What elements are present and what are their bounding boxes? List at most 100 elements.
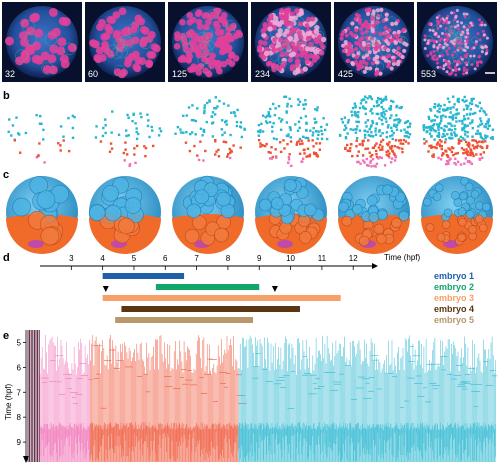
cell-blob bbox=[366, 195, 378, 206]
nucleus-marker bbox=[472, 154, 475, 158]
nucleus-marker bbox=[372, 105, 376, 108]
nucleus-dot bbox=[225, 58, 233, 65]
nucleus-marker bbox=[472, 112, 475, 116]
cell-blob bbox=[466, 196, 475, 205]
nucleus-marker bbox=[441, 114, 445, 117]
nucleus-marker bbox=[361, 106, 365, 109]
nucleus-marker bbox=[345, 143, 349, 147]
membrane-outline bbox=[280, 43, 290, 53]
nucleus-dot bbox=[444, 39, 448, 43]
nucleus-dot bbox=[465, 12, 469, 16]
nucleus-dot bbox=[466, 28, 470, 32]
nucleus-marker bbox=[438, 143, 441, 146]
nucleus-marker bbox=[422, 124, 426, 127]
lineage-ylabel: Time (hpf) bbox=[4, 384, 13, 420]
nucleus-marker bbox=[354, 113, 357, 117]
nucleus-marker bbox=[385, 131, 389, 134]
nucleus-dot bbox=[368, 66, 373, 71]
membrane-outline bbox=[180, 35, 191, 46]
nucleus-dot bbox=[148, 51, 157, 59]
nucleus-marker bbox=[439, 115, 443, 118]
nucleus-marker bbox=[299, 142, 302, 146]
nucleus-dot bbox=[423, 38, 427, 42]
nucleus-dot bbox=[480, 50, 484, 54]
nucleus-marker bbox=[475, 132, 478, 135]
nucleus-marker bbox=[395, 123, 399, 127]
nucleus-marker bbox=[340, 117, 343, 121]
membrane-outline bbox=[182, 42, 193, 53]
nucleus-marker bbox=[355, 120, 358, 123]
nucleus-dot bbox=[457, 67, 461, 71]
nucleus-dot bbox=[364, 61, 369, 66]
nucleus-dot bbox=[436, 65, 440, 69]
nucleus-marker bbox=[393, 123, 396, 126]
nucleus-dot bbox=[317, 34, 323, 40]
nucleus-dot bbox=[387, 53, 392, 58]
nucleus-marker bbox=[375, 142, 378, 145]
nucleus-marker bbox=[430, 144, 433, 147]
nucleus-marker bbox=[369, 125, 373, 128]
nucleus-dot bbox=[428, 28, 432, 32]
nucleus-dot bbox=[481, 29, 485, 33]
nucleus-marker bbox=[318, 142, 322, 145]
nucleus-marker bbox=[312, 126, 315, 130]
membrane-outline bbox=[293, 65, 303, 75]
nucleus-marker bbox=[369, 155, 372, 158]
nucleus-marker bbox=[135, 127, 138, 130]
membrane-outline bbox=[370, 11, 379, 20]
nucleus-marker bbox=[471, 139, 474, 142]
nucleus-marker bbox=[214, 153, 217, 156]
nucleus-dot bbox=[429, 52, 433, 56]
nucleus-marker bbox=[484, 134, 487, 137]
cell-blob bbox=[457, 207, 467, 216]
nucleus-marker bbox=[479, 153, 482, 156]
nucleus-marker bbox=[457, 139, 461, 142]
nucleus-dot bbox=[456, 23, 460, 27]
nucleus-dot bbox=[442, 67, 446, 71]
nucleus-marker bbox=[362, 139, 365, 143]
nucleus-marker bbox=[469, 108, 472, 111]
nucleus-marker bbox=[282, 139, 285, 142]
cell-blob bbox=[376, 233, 387, 245]
nucleus-marker bbox=[213, 113, 217, 116]
nucleus-marker bbox=[446, 154, 449, 157]
nucleus-marker bbox=[442, 152, 445, 155]
membrane-outline bbox=[199, 42, 210, 53]
nucleus-marker bbox=[360, 99, 363, 102]
nucleus-dot bbox=[378, 31, 383, 36]
timeline-tick-label: 12 bbox=[349, 254, 358, 263]
nucleus-marker bbox=[202, 129, 205, 133]
nucleus-dot bbox=[339, 36, 344, 41]
nucleus-marker bbox=[320, 129, 323, 133]
nucleus-dot bbox=[26, 26, 36, 36]
nucleus-marker bbox=[491, 136, 494, 139]
nucleus-marker bbox=[392, 124, 396, 128]
nucleus-dot bbox=[485, 48, 489, 52]
nucleus-marker bbox=[475, 146, 479, 149]
nucleus-dot bbox=[190, 63, 198, 70]
nucleus-marker bbox=[382, 108, 385, 111]
membrane-outline bbox=[447, 20, 455, 27]
nucleus-dot bbox=[436, 61, 440, 65]
nucleus-marker bbox=[191, 104, 194, 107]
nucleus-marker bbox=[131, 119, 134, 123]
nucleus-dot bbox=[271, 47, 277, 53]
nucleus-marker bbox=[442, 108, 445, 111]
nucleus-marker bbox=[471, 119, 474, 122]
membrane-outline bbox=[374, 10, 383, 19]
nucleus-marker bbox=[447, 162, 450, 166]
nucleus-dot bbox=[195, 51, 203, 59]
nucleus-dot bbox=[186, 11, 194, 19]
nucleus-marker bbox=[455, 120, 458, 123]
nucleus-marker bbox=[380, 113, 383, 116]
cell-blob bbox=[422, 197, 432, 207]
nucleus-dot bbox=[435, 57, 439, 61]
nucleus-marker bbox=[126, 113, 129, 117]
nucleus-marker bbox=[480, 136, 484, 140]
nucleus-marker bbox=[381, 145, 384, 148]
nucleus-marker bbox=[431, 154, 434, 158]
membrane-outline bbox=[448, 26, 456, 34]
nucleus-marker bbox=[388, 141, 391, 144]
nucleus-marker bbox=[235, 124, 239, 128]
